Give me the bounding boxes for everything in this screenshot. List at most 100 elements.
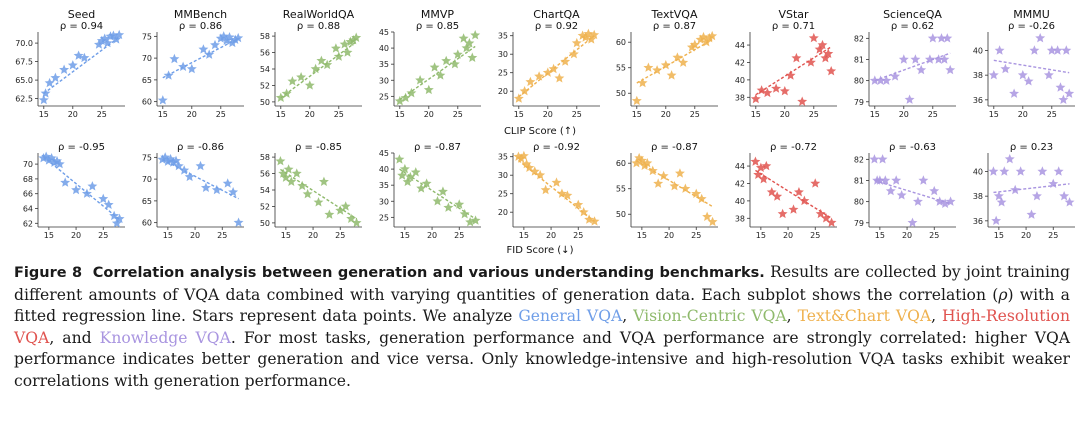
rho-label: ρ = 0.92	[535, 21, 578, 32]
y-tick-label: 75	[142, 32, 152, 41]
star-data-point	[340, 201, 351, 211]
subplot: 15 20 25 20 25 30 35 ρ = -0.92	[498, 142, 600, 240]
x-tick-label: 25	[454, 231, 464, 240]
star-data-point	[339, 39, 350, 49]
star-data-point	[467, 52, 478, 62]
star-data-point	[707, 216, 718, 227]
caption-sep: ,	[786, 307, 798, 326]
star-data-point	[470, 30, 481, 40]
regression-line	[42, 156, 121, 221]
y-tick-label: 81	[854, 176, 864, 185]
y-tick-label: 56	[260, 170, 270, 179]
star-data-point	[459, 208, 470, 219]
y-tick-label: 40	[973, 47, 983, 56]
x-tick-label: 20	[546, 231, 556, 240]
star-data-point	[874, 175, 885, 185]
star-data-point	[310, 63, 321, 74]
caption-knowledge-vqa: Knowledge VQA	[99, 328, 231, 347]
star-data-point	[817, 39, 828, 50]
y-tick-label: 40	[735, 76, 745, 85]
star-data-point	[283, 164, 294, 174]
star-data-point	[397, 170, 408, 180]
x-tick-label: 25	[335, 231, 345, 240]
subplot-title: ScienceQA	[883, 8, 942, 21]
x-tick-label: 25	[453, 110, 463, 119]
x-tick-label: 15	[989, 110, 999, 119]
caption-label: Figure 8	[14, 265, 83, 281]
star-data-point	[513, 93, 524, 103]
y-tick-label: 67.5	[15, 58, 33, 67]
star-data-point	[821, 213, 832, 223]
rho-label: ρ = 0.88	[297, 21, 340, 32]
x-tick-label: 25	[572, 110, 582, 119]
star-data-point	[826, 65, 837, 76]
star-data-point	[912, 196, 923, 206]
y-tick-label: 36	[973, 96, 983, 105]
star-data-point	[296, 72, 307, 82]
star-data-point	[891, 175, 902, 185]
x-tick-label: 15	[751, 110, 761, 119]
star-data-point	[1048, 178, 1059, 189]
star-data-point	[316, 55, 327, 65]
y-tick-label: 81	[854, 55, 864, 64]
star-data-point	[49, 157, 60, 167]
star-data-point	[230, 34, 241, 45]
y-tick-label: 80	[854, 77, 864, 86]
star-data-point	[869, 154, 880, 164]
y-tick-label: 65.0	[15, 76, 33, 85]
star-data-point	[823, 48, 834, 58]
star-data-point	[38, 94, 49, 105]
subplot: 15 20 25 50 52 54 56 58 ρ = -0.85	[260, 142, 362, 240]
x-tick-label: 25	[216, 110, 226, 119]
star-data-point	[639, 160, 650, 170]
star-data-point	[907, 217, 918, 227]
x-tick-label: 20	[190, 231, 200, 240]
star-data-point	[810, 178, 821, 188]
star-data-point	[562, 190, 573, 200]
star-data-point	[793, 186, 804, 197]
x-tick-label: 25	[1048, 231, 1058, 240]
caption-rho: ρ	[998, 285, 1008, 304]
star-data-point	[988, 166, 999, 176]
star-data-point	[927, 33, 938, 43]
star-data-point	[87, 181, 98, 191]
caption-sep: ,	[622, 307, 634, 326]
rho-label: ρ = 0.86	[179, 21, 222, 32]
star-data-point	[815, 208, 826, 219]
star-data-point	[885, 185, 896, 196]
star-data-point	[826, 217, 837, 227]
y-tick-label: 35	[498, 32, 508, 41]
star-data-point	[318, 176, 329, 186]
y-tick-label: 45	[379, 149, 389, 158]
star-data-point	[44, 77, 55, 88]
star-data-point	[454, 199, 465, 209]
star-data-point	[410, 167, 421, 177]
star-data-point	[461, 42, 472, 53]
star-data-point	[518, 150, 529, 161]
y-tick-label: 68	[23, 175, 33, 184]
y-tick-label: 54	[260, 65, 270, 74]
y-tick-label: 40	[735, 197, 745, 206]
star-data-point	[421, 178, 432, 188]
star-data-point	[179, 165, 190, 175]
star-data-point	[103, 199, 114, 210]
x-tick-label: 20	[780, 110, 790, 119]
star-data-point	[791, 52, 802, 63]
y-tick-label: 60	[142, 219, 152, 228]
star-data-point	[929, 185, 940, 196]
star-data-point	[210, 39, 220, 50]
subplot-title: Seed	[68, 8, 96, 21]
star-data-point	[157, 95, 168, 105]
star-data-point	[281, 88, 292, 98]
star-data-point	[996, 197, 1007, 207]
star-data-point	[945, 196, 956, 206]
x-tick-label: 25	[690, 110, 700, 119]
star-data-point	[324, 209, 335, 219]
subplot-title: MMMU	[1013, 8, 1050, 21]
star-data-point	[415, 75, 426, 85]
star-data-point	[910, 54, 921, 64]
